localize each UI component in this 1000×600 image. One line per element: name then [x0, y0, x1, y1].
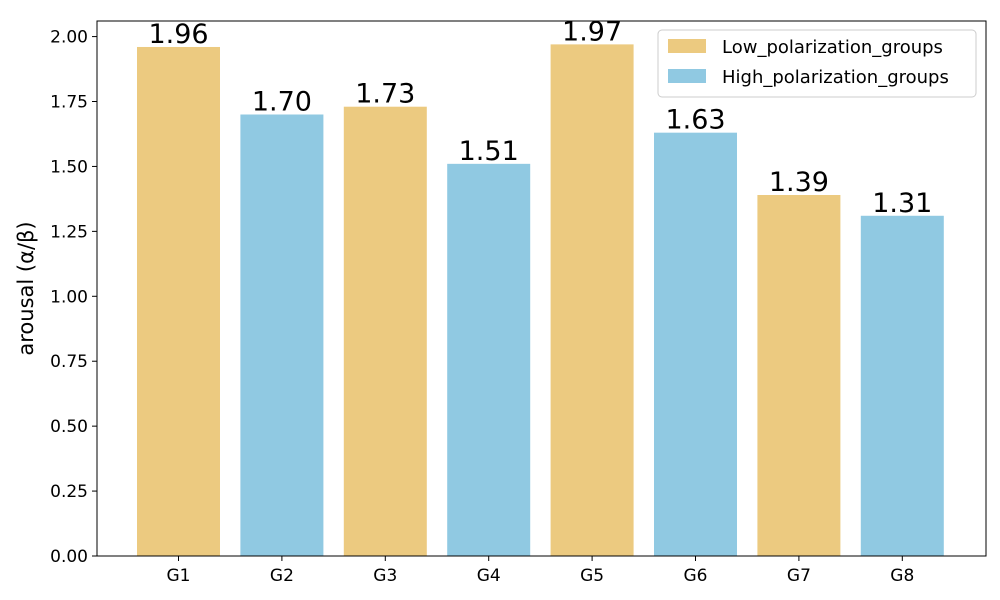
bar-value-label-g4: 1.51 — [459, 136, 519, 167]
x-tick-label-g1: G1 — [167, 566, 191, 586]
y-tick-label: 0.50 — [50, 417, 88, 437]
legend-label-high: High_polarization_groups — [722, 67, 949, 88]
x-tick-label-g7: G7 — [787, 566, 811, 586]
y-tick-label: 1.75 — [50, 93, 88, 113]
y-tick-label: 0.00 — [50, 547, 88, 567]
y-tick-label: 0.75 — [50, 352, 88, 372]
bar-g7 — [757, 195, 841, 556]
bar-value-label-g8: 1.31 — [872, 188, 932, 219]
bar-value-label-g7: 1.39 — [769, 167, 829, 198]
value-labels-layer: 1.96 1.70 1.73 1.51 1.97 1.63 1.39 1.31 — [148, 16, 932, 218]
x-axis: G1 G2 G3 G4 G5 G6 G7 G8 — [167, 556, 914, 586]
bar-g6 — [654, 132, 737, 557]
bar-g1 — [137, 46, 220, 556]
plot-area-frame — [96, 20, 987, 557]
y-tick-label: 1.50 — [50, 157, 88, 177]
bars-layer — [137, 44, 944, 557]
bar-g8 — [860, 215, 944, 556]
bar-value-label-g1: 1.96 — [148, 19, 208, 50]
legend-swatch-high — [668, 69, 706, 83]
bar-value-label-g3: 1.73 — [355, 79, 415, 110]
bar-value-label-g5: 1.97 — [562, 16, 622, 47]
y-tick-label: 1.00 — [50, 287, 88, 307]
bar-g2 — [240, 114, 324, 556]
bar-g4 — [447, 163, 531, 556]
x-tick-label-g3: G3 — [373, 566, 397, 586]
x-tick-label-g2: G2 — [270, 566, 294, 586]
legend-swatch-low — [668, 39, 706, 53]
x-tick-label-g4: G4 — [477, 566, 501, 586]
y-axis-title: arousal (α/β) — [14, 221, 38, 355]
y-tick-label: 2.00 — [50, 28, 88, 48]
x-tick-label-g8: G8 — [890, 566, 914, 586]
bar-g3 — [343, 106, 427, 556]
bar-value-label-g2: 1.70 — [252, 86, 312, 117]
bar-g5 — [550, 44, 634, 557]
legend-frame — [657, 29, 977, 98]
y-axis: 0.00 0.25 0.50 0.75 1.00 1.25 1.50 1.75 2.00 — [50, 28, 97, 567]
y-tick-label: 0.25 — [50, 482, 88, 502]
legend: Low_polarization_groups High_polarizatio… — [657, 29, 977, 98]
legend-label-low: Low_polarization_groups — [722, 37, 943, 58]
y-tick-label: 1.25 — [50, 222, 88, 242]
x-tick-label-g5: G5 — [580, 566, 604, 586]
x-tick-label-g6: G6 — [684, 566, 708, 586]
bar-value-label-g6: 1.63 — [665, 105, 725, 136]
